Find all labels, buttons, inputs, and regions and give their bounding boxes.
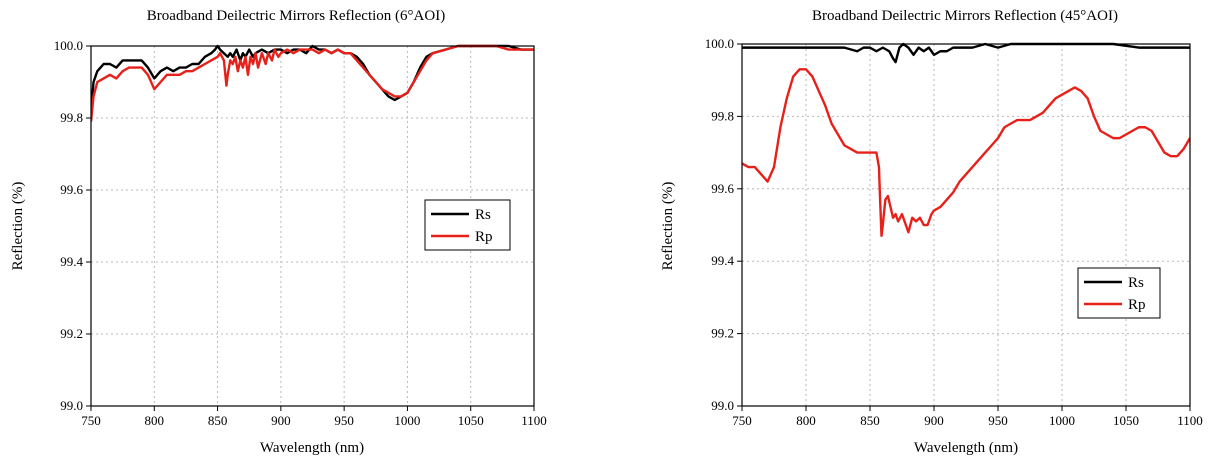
y-axis-label: Reflection (%) [660, 182, 676, 271]
x-tick-label: 900 [271, 413, 291, 428]
x-axis-label: Wavelength (nm) [260, 440, 364, 456]
chart-title: Broadband Deilectric Mirrors Reflection … [812, 8, 1118, 24]
chart-title: Broadband Deilectric Mirrors Reflection … [147, 8, 445, 24]
gridlines [742, 44, 1190, 406]
y-tick-label: 99.6 [60, 182, 83, 197]
x-tick-label: 800 [145, 413, 165, 428]
y-tick-label: 99.4 [711, 253, 734, 268]
y-tick-label: 99.8 [711, 108, 734, 123]
x-tick-label: 1000 [1049, 413, 1075, 428]
x-tick-label: 1000 [394, 413, 420, 428]
x-tick-label: 750 [732, 413, 752, 428]
legend-box [1077, 267, 1161, 319]
plot-frame [741, 43, 1191, 407]
x-tick-label: 950 [334, 413, 354, 428]
y-tick-label: 99.8 [60, 110, 83, 125]
y-tick-label: 100.0 [54, 38, 83, 53]
x-tick-label: 800 [796, 413, 816, 428]
y-tick-label: 99.4 [60, 254, 83, 269]
series-line-rp [742, 68, 1190, 238]
legend-label-rp: Rp [475, 229, 493, 245]
chart-1: Broadband Deilectric Mirrors Reflection … [10, 8, 547, 456]
x-axis-label: Wavelength (nm) [914, 440, 1018, 456]
legend: Rs Rp [1077, 267, 1161, 319]
x-tick-label: 750 [81, 413, 101, 428]
x-tick-label: 1050 [1113, 413, 1139, 428]
y-tick-label: 99.2 [711, 326, 734, 341]
y-tick-label: 99.2 [60, 326, 83, 341]
x-tick-label: 1100 [521, 413, 547, 428]
x-tick-label: 1050 [458, 413, 484, 428]
chart-2: Broadband Deilectric Mirrors Reflection … [660, 8, 1203, 456]
x-tick-label: 850 [860, 413, 880, 428]
series-line-rs [91, 44, 534, 111]
y-tick-label: 100.0 [705, 36, 734, 51]
y-tick-label: 99.0 [711, 398, 734, 413]
x-tick-label: 900 [924, 413, 944, 428]
legend-label-rs: Rs [475, 207, 491, 223]
legend-box [424, 199, 511, 251]
x-tick-label: 1100 [1177, 413, 1203, 428]
legend-label-rp: Rp [1128, 297, 1146, 313]
x-tick-label: 850 [208, 413, 228, 428]
plot-frame [90, 45, 535, 407]
series-line-rp [91, 44, 534, 122]
legend-label-rs: Rs [1128, 275, 1144, 291]
y-axis-label: Reflection (%) [10, 182, 26, 271]
series-line-rs [742, 42, 1190, 64]
y-tick-label: 99.0 [60, 398, 83, 413]
x-tick-label: 950 [988, 413, 1008, 428]
legend: Rs Rp [424, 199, 511, 251]
y-tick-label: 99.6 [711, 181, 734, 196]
